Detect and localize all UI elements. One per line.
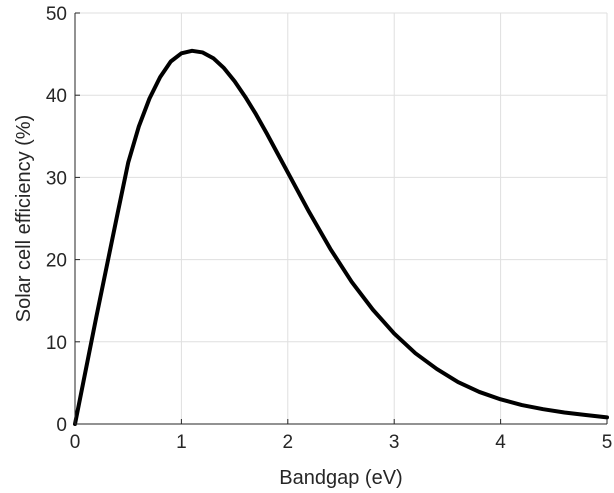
y-tick-label: 40 [46, 86, 67, 107]
y-tick-label: 0 [56, 415, 67, 436]
plot-area [75, 13, 607, 424]
grid [74, 12, 608, 425]
x-tick-label: 3 [389, 432, 400, 453]
y-axis-label: Solar cell efficiency (%) [13, 115, 35, 322]
y-tick-label: 30 [46, 168, 67, 189]
x-axis-label: Bandgap (eV) [279, 467, 402, 489]
x-tick-label: 4 [495, 432, 506, 453]
series-line-1 [73, 48, 609, 426]
axes [74, 12, 608, 425]
x-tick-label: 0 [70, 432, 81, 453]
y-tick-label: 20 [46, 251, 67, 272]
y-tick-label: 50 [46, 4, 67, 25]
x-tick-label: 5 [602, 432, 613, 453]
x-tick-label: 1 [176, 432, 187, 453]
x-tick-label: 2 [283, 432, 294, 453]
series-layer [73, 48, 609, 426]
y-tick-label: 10 [46, 333, 67, 354]
